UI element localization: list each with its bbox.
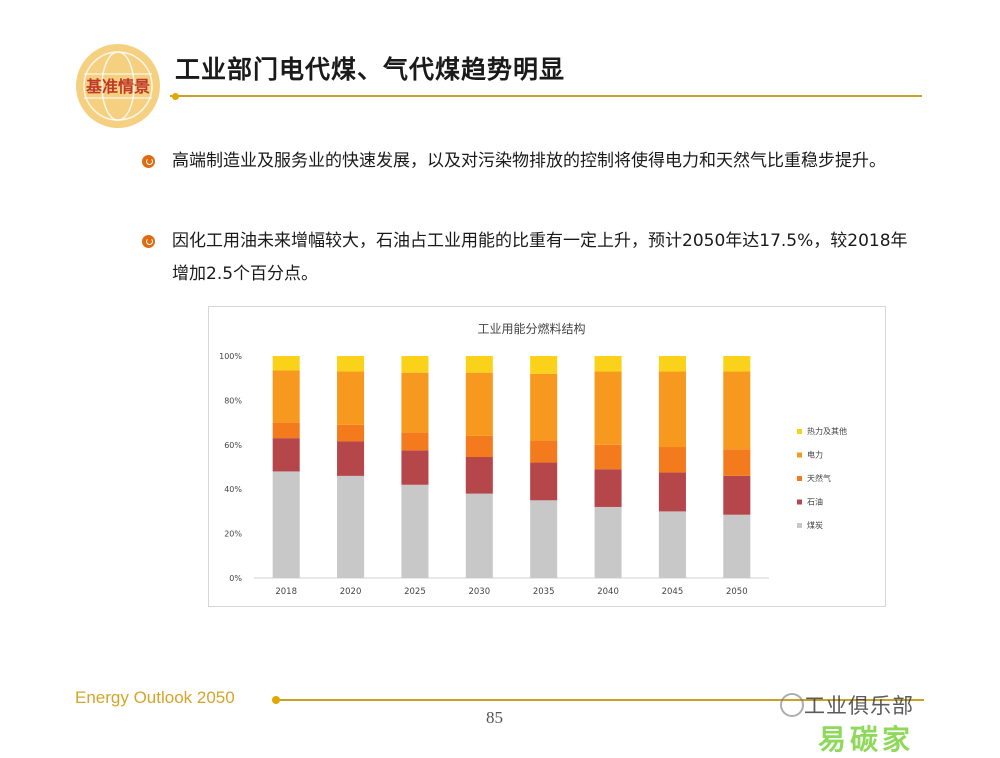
- title-divider: [170, 95, 922, 97]
- bar-segment: [594, 444, 622, 470]
- footer-divider: [274, 699, 924, 701]
- legend-label: 煤炭: [807, 520, 823, 530]
- bar-segment: [465, 372, 493, 436]
- legend-label: 热力及其他: [807, 426, 847, 436]
- x-tick-label: 2018: [275, 587, 297, 597]
- bar-segment: [530, 500, 558, 578]
- bar-segment: [658, 472, 686, 512]
- bar-segment: [337, 371, 365, 425]
- bar-segment: [401, 372, 429, 433]
- bar-segment: [723, 356, 751, 372]
- bar-segment: [272, 471, 300, 578]
- bar-segment: [594, 356, 622, 372]
- watermark-site: 易碳家: [818, 723, 915, 756]
- footer-divider-dot: [272, 696, 280, 704]
- bar-segment: [401, 484, 429, 578]
- bar-segment: [272, 438, 300, 472]
- bar-segment: [658, 511, 686, 578]
- legend-swatch: [797, 499, 802, 505]
- bar-segment: [530, 356, 558, 374]
- page-title: 工业部门电代煤、气代煤趋势明显: [175, 55, 566, 84]
- bar-segment: [594, 506, 622, 578]
- bar-segment: [658, 447, 686, 473]
- bullet-item-2: 因化工用油未来增幅较大，石油占工业用能的比重有一定上升，预计2050年达17.5…: [142, 225, 922, 291]
- bullet-icon: [142, 155, 155, 168]
- x-tick-label: 2035: [533, 587, 555, 597]
- bullet-item-1: 高端制造业及服务业的快速发展，以及对污染物排放的控制将使得电力和天然气比重稳步提…: [142, 145, 922, 178]
- y-tick-label: 80%: [224, 396, 242, 405]
- bar-segment: [465, 356, 493, 373]
- y-tick-label: 40%: [224, 485, 242, 494]
- x-tick-label: 2030: [468, 587, 490, 597]
- fuel-structure-chart: 工业用能分燃料结构 0% 20% 40% 60% 80% 100% 2018 2020 2025 2…: [219, 321, 847, 597]
- bar-segment: [337, 424, 365, 442]
- bar-segment: [337, 475, 365, 578]
- bar-segment: [530, 440, 558, 463]
- y-tick-label: 60%: [224, 441, 242, 450]
- x-tick-label: 2025: [404, 587, 426, 597]
- bar-segment: [465, 435, 493, 458]
- bar-segment: [337, 441, 365, 476]
- legend-label: 天然气: [807, 473, 831, 483]
- bar-segment: [723, 475, 751, 515]
- bullet-text: 高端制造业及服务业的快速发展，以及对污染物排放的控制将使得电力和天然气比重稳步提…: [172, 151, 886, 171]
- bar-segment: [530, 373, 558, 441]
- legend-swatch: [797, 523, 802, 528]
- legend-label: 石油: [807, 497, 823, 507]
- legend-swatch: [797, 476, 802, 481]
- chart-title: 工业用能分燃料结构: [477, 321, 585, 336]
- bullet-icon: [142, 235, 155, 248]
- bar-segment: [594, 371, 622, 445]
- bullet-text: 因化工用油未来增幅较大，石油占工业用能的比重有一定上升，预计2050年达17.5…: [172, 231, 908, 284]
- bar-segment: [658, 371, 686, 448]
- x-tick-label: 2020: [340, 587, 362, 597]
- y-tick-label: 20%: [224, 530, 242, 539]
- bar-segment: [465, 457, 493, 494]
- x-tick-label: 2040: [597, 587, 619, 597]
- logo-text: 基准情景: [85, 77, 150, 96]
- bar-segment: [723, 371, 751, 450]
- chart-container: 工业用能分燃料结构 0% 20% 40% 60% 80% 100% 2018 2020 2025 2…: [208, 306, 886, 607]
- bar-segment: [723, 514, 751, 578]
- legend-swatch: [797, 429, 802, 434]
- page-number: 85: [486, 708, 503, 727]
- bar-segment: [401, 356, 429, 373]
- watermark-chat-icon: [780, 693, 804, 717]
- bar-segment: [401, 432, 429, 451]
- legend-swatch: [797, 452, 802, 458]
- legend-label: 电力: [807, 450, 823, 460]
- bar-segment: [401, 450, 429, 485]
- y-tick-label: 100%: [219, 352, 242, 361]
- bar-segment: [594, 469, 622, 507]
- bar-segment: [465, 493, 493, 578]
- x-tick-label: 2045: [662, 587, 684, 597]
- y-tick-label: 0%: [229, 574, 242, 583]
- bar-segment: [530, 462, 558, 501]
- x-tick-label: 2050: [726, 587, 748, 597]
- bar-segment: [272, 422, 300, 439]
- bar-segment: [337, 356, 365, 372]
- bar-segment: [658, 356, 686, 372]
- watermark-text: 工业俱乐部: [804, 694, 914, 718]
- logo-globe-badge: 基准情景: [76, 44, 160, 128]
- bar-segment: [272, 370, 300, 423]
- title-divider-dot: [172, 93, 179, 100]
- footer-brand: Energy Outlook 2050: [75, 688, 235, 707]
- bar-segment: [272, 356, 300, 371]
- bar-segment: [723, 449, 751, 476]
